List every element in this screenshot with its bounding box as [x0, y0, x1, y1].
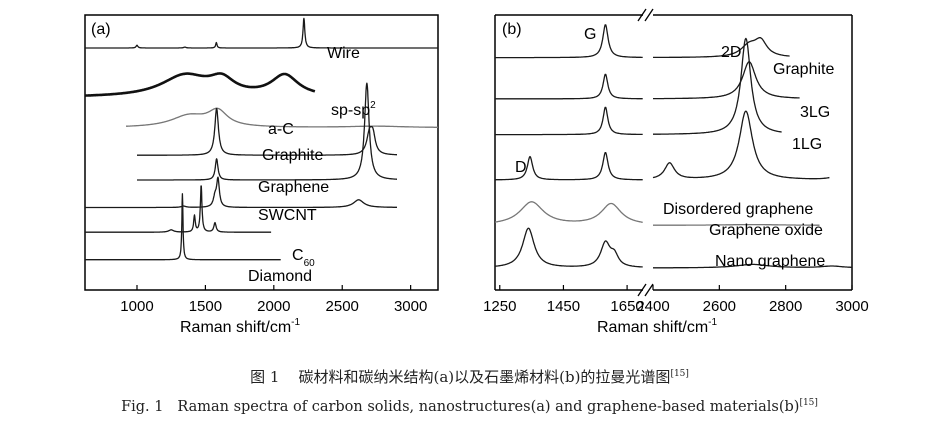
label-b-graphene-oxide: Graphene oxide [709, 222, 823, 239]
spectrum-a-diamond [84, 193, 282, 261]
peak-label-2d: 2D [721, 44, 741, 61]
label-b-nano-graphene: Nano graphene [715, 253, 825, 270]
peak-label-g: G [584, 26, 596, 43]
label-b-1lg: 1LG [792, 136, 822, 153]
spectrum-a-graphite [136, 107, 398, 156]
tick-label-b-1250: 1250 [483, 298, 516, 315]
tick-label-b-2600: 2600 [703, 298, 736, 315]
caption-en-ref: [15] [799, 398, 818, 408]
label-diamond: Diamond [248, 268, 312, 285]
spectrum-b-graphene-oxide [494, 201, 820, 226]
label-wire: Wire [327, 45, 360, 62]
caption-zh-fig-number: 图 1 [250, 368, 280, 386]
peak-label-d: D [515, 159, 527, 176]
spectrum-b-3lg [494, 61, 800, 100]
tick-label-b-1650: 1650 [610, 298, 643, 315]
panel-b-label: (b) [502, 21, 522, 38]
spectrum-a-swcnt [84, 176, 398, 209]
caption-chinese: 图 1 碳材料和碳纳米结构(a)以及石墨烯材料(b)的拉曼光谱图[15] [0, 366, 939, 387]
spectrum-a-wire [84, 17, 439, 49]
caption-zh-text: 碳材料和碳纳米结构(a)以及石墨烯材料(b)的拉曼光谱图 [298, 368, 671, 386]
tick-label-a-1500: 1500 [189, 298, 222, 315]
tick-label-a-2000: 2000 [257, 298, 290, 315]
spectrum-b-disordered-graphene [494, 110, 830, 181]
label-c60: C60 [292, 247, 315, 269]
panel-a-x-ticks: 1000 1500 2000 2500 3000 [120, 285, 427, 315]
panel-a-spectra [84, 17, 439, 261]
tick-label-b-2800: 2800 [769, 298, 802, 315]
tick-label-b-3000: 3000 [835, 298, 868, 315]
panel-b-x-axis-label: Raman shift/cm-1 [597, 317, 717, 336]
label-b-3lg: 3LG [800, 104, 830, 121]
tick-label-a-3000: 3000 [394, 298, 427, 315]
label-graphite: Graphite [262, 147, 323, 164]
spectrum-a-graphene [136, 82, 398, 181]
panel-a-label: (a) [91, 21, 111, 38]
panel-a-frame [84, 14, 439, 291]
label-b-disordered: Disordered graphene [663, 201, 813, 218]
label-a-c: a-C [268, 121, 294, 138]
spectrum-a-c [84, 185, 272, 233]
spectrum-b-nano-graphene [494, 227, 852, 269]
axis-break-top [637, 8, 654, 22]
panel-a-x-axis-label: Raman shift/cm-1 [180, 317, 300, 336]
tick-label-a-1000: 1000 [120, 298, 153, 315]
axis-break-bottom [637, 283, 654, 297]
spectrum-a-a-c [125, 107, 439, 128]
caption-english: Fig. 1 Raman spectra of carbon solids, n… [0, 398, 939, 415]
tick-label-b-2400: 2400 [636, 298, 669, 315]
tick-label-a-2500: 2500 [326, 298, 359, 315]
label-b-graphite: Graphite [773, 61, 834, 78]
caption-zh-ref: [15] [670, 369, 689, 379]
label-sp-sp2: sp-sp2 [331, 100, 376, 119]
figure-canvas: (a) 1000 1500 2000 2500 3000 Raman shift/cm-… [84, 8, 869, 336]
label-graphene: Graphene [258, 179, 329, 196]
tick-label-b-1450: 1450 [547, 298, 580, 315]
panel-b-spectra [494, 24, 852, 269]
caption-en-text: Raman spectra of carbon solids, nanostru… [177, 398, 800, 415]
label-swcnt: SWCNT [258, 207, 317, 224]
spectrum-a-sp-sp [84, 72, 316, 97]
spectrum-b-graphite [494, 24, 790, 59]
caption-en-fig-number: Fig. 1 [121, 398, 164, 415]
spectrum-b-1lg [494, 37, 782, 136]
